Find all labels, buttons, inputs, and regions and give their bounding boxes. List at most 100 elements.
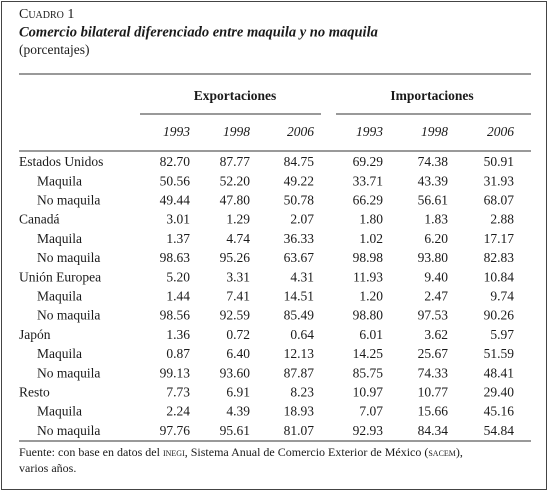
table-subtitle: (porcentajes) bbox=[19, 42, 89, 57]
cell: 7.73 bbox=[166, 384, 190, 399]
cell: 85.49 bbox=[284, 308, 315, 323]
cell: 50.78 bbox=[284, 192, 315, 207]
note-text: ), bbox=[456, 445, 463, 459]
cell: 50.56 bbox=[160, 173, 191, 188]
cell: 52.20 bbox=[220, 173, 251, 188]
row-label: Japón bbox=[19, 327, 51, 342]
cell: 15.66 bbox=[418, 404, 449, 419]
year-header: 1993 bbox=[163, 124, 190, 139]
cell: 98.80 bbox=[353, 308, 384, 323]
row-label: Unión Europea bbox=[19, 269, 101, 284]
cell: 1.44 bbox=[166, 288, 190, 303]
cell: 74.33 bbox=[418, 365, 449, 380]
row-label: Canadá bbox=[19, 212, 59, 227]
cell: 51.59 bbox=[484, 346, 515, 361]
cell: 82.83 bbox=[484, 250, 515, 265]
cell: 49.44 bbox=[160, 192, 191, 207]
cell: 2.07 bbox=[290, 212, 314, 227]
row-label: Resto bbox=[19, 384, 50, 399]
cell: 0.64 bbox=[290, 327, 314, 342]
row-label: Maquila bbox=[37, 346, 82, 361]
cell: 11.93 bbox=[353, 269, 383, 284]
cell: 1.36 bbox=[166, 327, 190, 342]
cell: 5.97 bbox=[490, 327, 514, 342]
row-label: No maquila bbox=[37, 365, 100, 380]
cell: 54.84 bbox=[484, 423, 515, 438]
cell: 4.39 bbox=[226, 404, 250, 419]
cell: 14.25 bbox=[353, 346, 384, 361]
cell: 95.26 bbox=[220, 250, 251, 265]
cell: 68.07 bbox=[484, 192, 515, 207]
cell: 2.47 bbox=[424, 288, 448, 303]
cell: 66.29 bbox=[353, 192, 384, 207]
cell: 36.33 bbox=[284, 231, 315, 246]
cell: 1.29 bbox=[226, 212, 250, 227]
cell: 0.72 bbox=[226, 327, 250, 342]
row-label: Maquila bbox=[37, 288, 82, 303]
cell: 6.01 bbox=[359, 327, 383, 342]
cell: 4.31 bbox=[290, 269, 314, 284]
cell: 56.61 bbox=[418, 192, 448, 207]
cell: 6.91 bbox=[226, 384, 250, 399]
cell: 1.80 bbox=[359, 212, 383, 227]
cell: 14.51 bbox=[284, 288, 314, 303]
year-header: 1998 bbox=[421, 124, 448, 139]
cell: 49.22 bbox=[284, 173, 314, 188]
table-label: Cuadro 1 bbox=[19, 7, 74, 22]
cell: 1.20 bbox=[359, 288, 383, 303]
cell: 29.40 bbox=[484, 384, 515, 399]
cell: 84.75 bbox=[284, 154, 315, 169]
note-acronym: inegi bbox=[163, 445, 185, 459]
cell: 6.40 bbox=[226, 346, 250, 361]
cell: 5.20 bbox=[166, 269, 190, 284]
row-label: Maquila bbox=[37, 231, 82, 246]
row-label: No maquila bbox=[37, 308, 100, 323]
year-header: 2006 bbox=[287, 124, 314, 139]
cell: 33.71 bbox=[353, 173, 383, 188]
cell: 74.38 bbox=[418, 154, 449, 169]
cell: 0.87 bbox=[166, 346, 190, 361]
footnote: Fuente: con base en datos del inegi, Sis… bbox=[19, 445, 463, 459]
cell: 48.41 bbox=[484, 365, 514, 380]
cell: 98.63 bbox=[160, 250, 191, 265]
cell: 7.41 bbox=[226, 288, 250, 303]
row-label: Estados Unidos bbox=[19, 154, 103, 169]
cell: 17.17 bbox=[484, 231, 515, 246]
cell: 18.93 bbox=[284, 404, 315, 419]
year-header: 1993 bbox=[356, 124, 383, 139]
cell: 93.60 bbox=[220, 365, 251, 380]
cell: 9.40 bbox=[424, 269, 448, 284]
cell: 8.23 bbox=[290, 384, 314, 399]
cell: 6.20 bbox=[424, 231, 448, 246]
cell: 10.84 bbox=[484, 269, 515, 284]
cell: 82.70 bbox=[160, 154, 191, 169]
note-text: Fuente: con base en datos del bbox=[19, 445, 163, 459]
group-header: Importaciones bbox=[390, 88, 473, 103]
cell: 99.13 bbox=[160, 365, 191, 380]
cell: 87.87 bbox=[284, 365, 315, 380]
row-label: Maquila bbox=[37, 404, 82, 419]
cell: 93.80 bbox=[418, 250, 449, 265]
year-header: 1998 bbox=[223, 124, 250, 139]
cell: 31.93 bbox=[484, 173, 515, 188]
row-label: No maquila bbox=[37, 250, 100, 265]
cell: 98.98 bbox=[353, 250, 384, 265]
cell: 92.93 bbox=[353, 423, 384, 438]
cell: 10.97 bbox=[353, 384, 384, 399]
cell: 87.77 bbox=[220, 154, 251, 169]
cell: 43.39 bbox=[418, 173, 449, 188]
row-label: Maquila bbox=[37, 173, 82, 188]
cell: 3.62 bbox=[424, 327, 448, 342]
cell: 47.80 bbox=[220, 192, 251, 207]
cell: 4.74 bbox=[226, 231, 250, 246]
cell: 25.67 bbox=[418, 346, 449, 361]
note-acronym: sacem bbox=[428, 445, 456, 459]
cell: 97.53 bbox=[418, 308, 449, 323]
cell: 98.56 bbox=[160, 308, 191, 323]
footnote: varios años. bbox=[19, 461, 76, 475]
cell: 1.37 bbox=[166, 231, 190, 246]
cell: 12.13 bbox=[284, 346, 315, 361]
cell: 3.01 bbox=[166, 212, 190, 227]
cell: 45.16 bbox=[484, 404, 515, 419]
